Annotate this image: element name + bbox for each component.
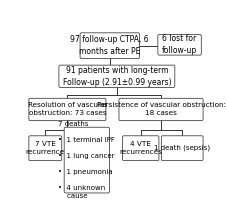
FancyBboxPatch shape	[161, 136, 202, 161]
FancyBboxPatch shape	[59, 65, 174, 88]
FancyBboxPatch shape	[157, 34, 200, 55]
Text: 1 death (sepsis): 1 death (sepsis)	[153, 145, 209, 151]
Text: Resolution of vascular
obstruction: 73 cases: Resolution of vascular obstruction: 73 c…	[27, 103, 107, 116]
FancyBboxPatch shape	[80, 33, 139, 59]
Text: Persistence of vascular obstruction:
18 cases: Persistence of vascular obstruction: 18 …	[96, 103, 225, 116]
FancyBboxPatch shape	[29, 136, 62, 161]
Text: 4 VTE
recurrences: 4 VTE recurrences	[119, 141, 161, 155]
Text: 7 deaths

•  1 terminal IPF

•  1 lung cancer

•  1 pneumonia

•  4 unknown
    : 7 deaths • 1 terminal IPF • 1 lung cance…	[58, 121, 115, 199]
Text: 6 lost for
follow-up: 6 lost for follow-up	[161, 34, 196, 55]
Text: 91 patients with long-term
Follow-up (2.91±0.99 years): 91 patients with long-term Follow-up (2.…	[62, 66, 170, 87]
FancyBboxPatch shape	[29, 98, 105, 121]
Text: 7 VTE
recurrence: 7 VTE recurrence	[26, 141, 65, 155]
Text: 97 follow-up CTPA, 6
months after PE: 97 follow-up CTPA, 6 months after PE	[70, 35, 148, 56]
FancyBboxPatch shape	[122, 136, 158, 161]
FancyBboxPatch shape	[118, 98, 202, 121]
FancyBboxPatch shape	[64, 127, 109, 193]
